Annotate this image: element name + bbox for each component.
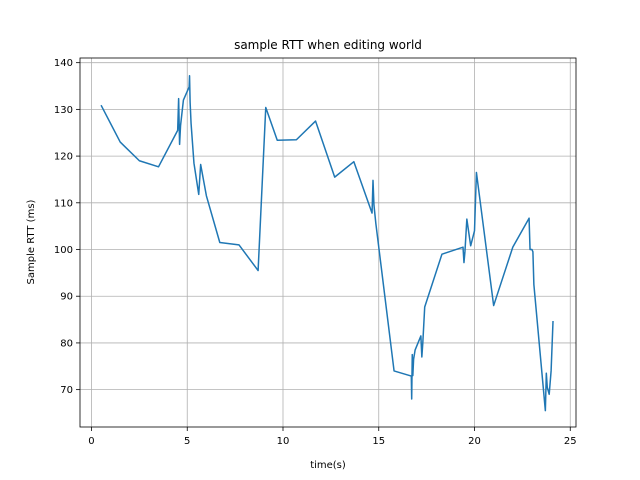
rtt-series-line (100, 75, 554, 412)
y-tick-label: 140 (54, 58, 73, 69)
x-axis-label: time(s) (310, 460, 346, 471)
y-tick-label: 130 (54, 105, 73, 116)
x-tick-label: 20 (468, 436, 481, 447)
y-tick-label: 70 (60, 385, 73, 396)
x-tick-label: 5 (184, 436, 190, 447)
chart-title: sample RTT when editing world (234, 38, 422, 52)
x-tick-label: 10 (277, 436, 290, 447)
x-tick-label: 15 (372, 436, 385, 447)
y-axis-label: Sample RTT (ms) (26, 199, 37, 284)
y-tick-label: 80 (60, 338, 73, 349)
y-tick-label: 110 (54, 198, 73, 209)
y-tick-label: 120 (54, 152, 73, 163)
plot-frame (79, 57, 577, 428)
x-tick-label: 25 (564, 436, 577, 447)
y-tick-label: 90 (60, 292, 73, 303)
axes-frame (79, 57, 577, 428)
y-tick-label: 100 (54, 245, 73, 256)
x-tick-label: 0 (88, 436, 94, 447)
series-layer (100, 75, 554, 412)
tick-layer: 0 5 10 15 20 25 70 80 90 100 110 120 130 140 (54, 58, 577, 447)
grid-lines (80, 58, 576, 427)
